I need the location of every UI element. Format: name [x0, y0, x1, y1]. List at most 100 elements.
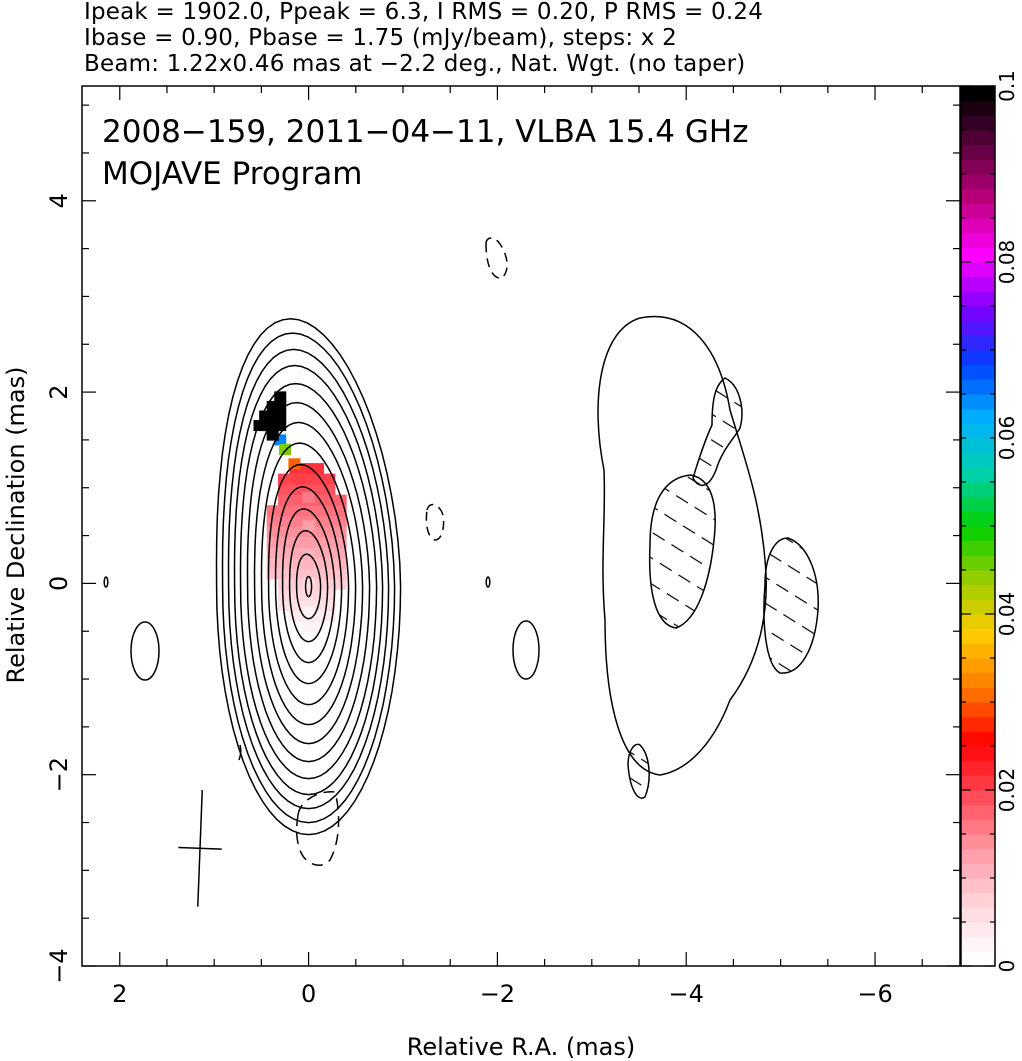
intensity-contours — [103, 237, 819, 866]
colorbar-step — [961, 834, 995, 850]
polarization-pixel — [300, 568, 313, 580]
polarization-pixel-black — [274, 420, 287, 432]
polarization-pixel-black — [266, 410, 279, 422]
polarization-pixel-black — [259, 410, 272, 422]
colorbar-step — [961, 511, 995, 527]
colorbar-step — [961, 702, 995, 718]
polarization-pixel — [323, 536, 336, 548]
y-tick-label: 0 — [45, 576, 73, 591]
polarization-pixel — [300, 536, 313, 548]
polarization-pixel — [302, 606, 315, 618]
colorbar-step — [961, 570, 995, 586]
colorbar-step — [961, 746, 995, 762]
plot-frame — [81, 85, 961, 967]
colorbar-step — [961, 262, 995, 278]
polarization-pixel — [274, 434, 287, 446]
colorbar-step — [961, 804, 995, 820]
polarization-pixel — [266, 547, 279, 559]
polarization-pixel-black — [274, 410, 287, 422]
plot-subtitle: MOJAVE Program — [102, 156, 362, 192]
colorbar-step — [961, 496, 995, 512]
isolated-contour-west — [130, 621, 160, 681]
isolated-contour-tiny-c — [238, 744, 242, 761]
polarization-pixel — [300, 484, 313, 496]
colorbar-step — [961, 614, 995, 630]
polarization-pixel — [312, 620, 325, 632]
polarization-pixel — [289, 515, 302, 527]
polarization-pixel — [278, 505, 291, 517]
y-tick-label: 4 — [45, 193, 73, 208]
negative-contour-south — [295, 791, 340, 866]
polarization-pixel — [266, 568, 279, 580]
polarization-pixel — [289, 505, 302, 517]
colorbar-step — [961, 379, 995, 395]
colorbar-step — [961, 115, 995, 131]
polarization-pixels — [253, 391, 347, 632]
polarization-pixel — [312, 484, 325, 496]
colorbar-step — [961, 423, 995, 439]
core-contour-level — [304, 575, 313, 598]
colorbar — [961, 86, 995, 967]
polarization-pixel — [288, 458, 301, 470]
polarization-pixel — [289, 599, 302, 611]
colorbar-step — [961, 584, 995, 600]
core-contour-level — [288, 529, 329, 643]
negative-contour-mid — [425, 503, 445, 541]
core-contour-level — [246, 401, 371, 763]
colorbar-step — [961, 291, 995, 307]
polarization-pixel — [266, 536, 279, 548]
axis-ticks — [82, 86, 960, 967]
polarization-pixel — [323, 578, 336, 590]
isolated-contour-tiny-a — [103, 576, 109, 588]
polarization-pixel — [289, 578, 302, 590]
polarization-pixel — [302, 520, 315, 532]
polarization-pixel — [323, 494, 336, 506]
colorbar-tick-label: 0.04 — [995, 592, 1019, 637]
polarization-pixel — [323, 526, 336, 538]
polarization-pixel — [278, 494, 291, 506]
polarization-pixel — [312, 473, 325, 485]
polarization-pixel — [289, 494, 302, 506]
colorbar-step — [961, 819, 995, 835]
polarization-pixel — [278, 443, 291, 455]
polarization-pixel-black — [253, 420, 266, 432]
polarization-pixel — [334, 578, 347, 590]
header-line-1: Ipeak = 1902.0, Ppeak = 6.3, I RMS = 0.2… — [84, 0, 764, 25]
header-line-2: Ibase = 0.90, Pbase = 1.75 (mJy/beam), s… — [84, 25, 677, 51]
polarization-pixel — [266, 526, 279, 538]
colorbar-tick-label: 0.02 — [995, 768, 1019, 813]
polarization-pixel — [323, 547, 336, 559]
polarization-pixel — [300, 557, 313, 569]
colorbar-step — [961, 364, 995, 380]
polarization-pixel — [323, 473, 336, 485]
polarization-pixel — [323, 568, 336, 580]
colorbar-step — [961, 643, 995, 659]
header-line-3: Beam: 1.22x0.46 mas at −2.2 deg., Nat. W… — [84, 51, 746, 77]
core-contour-level — [221, 332, 396, 824]
core-contour-level — [233, 364, 384, 796]
polarization-pixel — [300, 599, 313, 611]
colorbar-tick-label: 0.08 — [995, 240, 1019, 285]
polarization-pixel — [278, 557, 291, 569]
polarization-pixel — [334, 515, 347, 527]
colorbar-step — [961, 599, 995, 615]
polarization-pixel — [300, 473, 313, 485]
colorbar-step — [961, 731, 995, 747]
polarization-pixel — [293, 472, 306, 484]
colorbar-step — [961, 775, 995, 791]
colorbar-step — [961, 438, 995, 454]
y-axis-label: Relative Declination (mas) — [2, 366, 30, 683]
polarization-pixel — [323, 589, 336, 601]
polarization-pixel-black — [266, 400, 279, 412]
colorbar-step — [961, 350, 995, 366]
polarization-pixel — [266, 557, 279, 569]
beam-marker — [178, 790, 222, 907]
isolated-contour-center — [512, 620, 540, 680]
colorbar-step — [961, 907, 995, 923]
core-contour-level — [253, 421, 364, 745]
polarization-pixel — [334, 536, 347, 548]
isolated-contour-tiny-b — [485, 576, 491, 588]
colorbar-step — [961, 130, 995, 146]
x-axis-label: Relative R.A. (mas) — [407, 1033, 635, 1061]
